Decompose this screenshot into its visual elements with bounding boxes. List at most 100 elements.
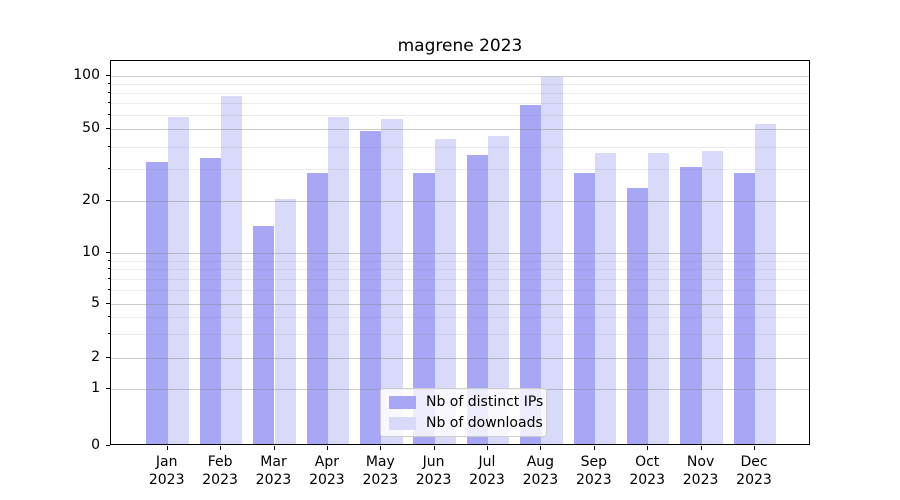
gridline-major-5 (111, 303, 809, 305)
x-tick-label-may: May 2023 (362, 454, 399, 489)
gridline-minor-60 (111, 115, 809, 117)
gridline-minor-80 (111, 93, 809, 95)
y-tick-label-5: 5 (91, 294, 100, 311)
bar-nb-of-downloads-jan (167, 117, 189, 444)
bar-nb-of-distinct-ips-may (360, 130, 382, 444)
legend-item-downloads: Nb of downloads (389, 415, 543, 431)
x-tick-oct (647, 446, 649, 450)
bar-nb-of-downloads-dec (755, 124, 777, 444)
gridline-minor-30 (111, 169, 809, 171)
legend-label-distinct-ips: Nb of distinct IPs (426, 394, 544, 410)
y-tick-5 (106, 302, 110, 304)
legend-item-distinct-ips: Nb of distinct IPs (389, 394, 543, 410)
y-minor-tick-30 (108, 168, 110, 170)
y-tick-label-100: 100 (73, 67, 100, 83)
legend: Nb of distinct IPs Nb of downloads (380, 388, 547, 437)
bar-nb-of-distinct-ips-mar (253, 225, 275, 444)
x-tick-mar (273, 446, 275, 450)
gridline-major-2 (111, 357, 809, 359)
x-tick-label-aug: Aug 2023 (522, 454, 559, 489)
bar-nb-of-downloads-mar (274, 199, 296, 444)
gridline-minor-6 (111, 290, 809, 292)
y-minor-tick-7 (108, 277, 110, 279)
bar-nb-of-downloads-aug (541, 77, 563, 444)
y-minor-tick-90 (108, 83, 110, 85)
y-tick-label-1: 1 (91, 380, 100, 397)
gridline-minor-9 (111, 260, 809, 262)
gridline-minor-40 (111, 146, 809, 148)
x-tick-label-oct: Oct 2023 (629, 454, 665, 489)
y-minor-tick-80 (108, 92, 110, 94)
x-tick-label-jan: Jan 2023 (148, 454, 185, 489)
bar-nb-of-distinct-ips-aug (520, 104, 542, 444)
y-tick-100 (106, 75, 110, 76)
x-tick-may (380, 446, 382, 450)
y-tick-50 (106, 128, 110, 130)
bar-nb-of-distinct-ips-nov (680, 167, 702, 444)
bar-nb-of-downloads-oct (648, 153, 670, 444)
legend-swatch-distinct-ips (389, 395, 416, 409)
bar-nb-of-downloads-apr (327, 117, 350, 444)
bar-nb-of-distinct-ips-apr (306, 172, 328, 444)
gridline-major-50 (111, 129, 809, 131)
gridline-major-10 (111, 252, 809, 254)
x-tick-label-feb: Feb 2023 (202, 454, 238, 489)
chart-title: magrene 2023 (397, 36, 523, 56)
bar-nb-of-downloads-sep (594, 153, 617, 444)
bar-nb-of-downloads-jul (488, 135, 510, 444)
gridline-major-20 (111, 201, 809, 202)
y-tick-label-20: 20 (82, 192, 100, 208)
y-tick-2 (106, 356, 110, 358)
y-minor-tick-8 (108, 268, 110, 270)
x-tick-label-nov: Nov 2023 (682, 454, 719, 489)
x-tick-label-sep: Sep 2023 (575, 454, 612, 489)
bar-nb-of-distinct-ips-oct (626, 188, 649, 444)
x-tick-label-jul: Jul 2023 (469, 454, 505, 489)
gridline-minor-90 (111, 84, 809, 86)
bar-nb-of-distinct-ips-feb (199, 157, 222, 444)
y-minor-tick-4 (108, 315, 110, 317)
x-tick-label-mar: Mar 2023 (255, 454, 292, 489)
gridline-minor-8 (111, 269, 809, 271)
bar-nb-of-distinct-ips-dec (733, 172, 755, 444)
bar-nb-of-distinct-ips-jul (466, 155, 488, 444)
x-tick-jan (166, 446, 168, 450)
y-minor-tick-40 (108, 145, 110, 147)
gridline-minor-3 (111, 333, 809, 335)
y-minor-tick-3 (108, 332, 110, 334)
y-tick-10 (106, 251, 110, 253)
plot-area (110, 60, 810, 445)
x-tick-nov (700, 446, 702, 450)
gridline-minor-7 (111, 278, 809, 280)
y-tick-0 (106, 445, 110, 446)
bar-nb-of-downloads-nov (701, 150, 723, 444)
x-tick-jun (433, 446, 435, 450)
y-tick-label-2: 2 (91, 348, 100, 365)
y-tick-label-10: 10 (82, 243, 100, 260)
x-tick-label-dec: Dec 2023 (736, 454, 772, 489)
bar-nb-of-downloads-jun (434, 139, 456, 444)
y-tick-label-0: 0 (91, 437, 100, 453)
gridline-minor-70 (111, 103, 809, 105)
legend-swatch-downloads (389, 416, 416, 430)
legend-label-downloads: Nb of downloads (426, 415, 543, 431)
y-minor-tick-70 (108, 102, 110, 104)
bar-nb-of-distinct-ips-sep (573, 172, 595, 444)
gridline-major-100 (111, 76, 809, 77)
x-tick-label-jun: Jun 2023 (415, 454, 452, 489)
bar-nb-of-downloads-may (381, 118, 403, 444)
x-tick-jul (487, 446, 488, 450)
gridline-minor-4 (111, 316, 809, 318)
y-minor-tick-60 (108, 114, 110, 116)
y-minor-tick-9 (108, 259, 110, 261)
x-tick-feb (220, 446, 222, 450)
x-tick-apr (326, 446, 328, 450)
y-tick-1 (106, 388, 110, 390)
bar-nb-of-distinct-ips-jan (146, 162, 168, 444)
bar-nb-of-downloads-feb (221, 96, 243, 444)
x-tick-aug (540, 446, 542, 450)
y-tick-20 (106, 200, 110, 201)
y-tick-label-50: 50 (82, 120, 100, 137)
x-tick-sep (593, 446, 595, 450)
